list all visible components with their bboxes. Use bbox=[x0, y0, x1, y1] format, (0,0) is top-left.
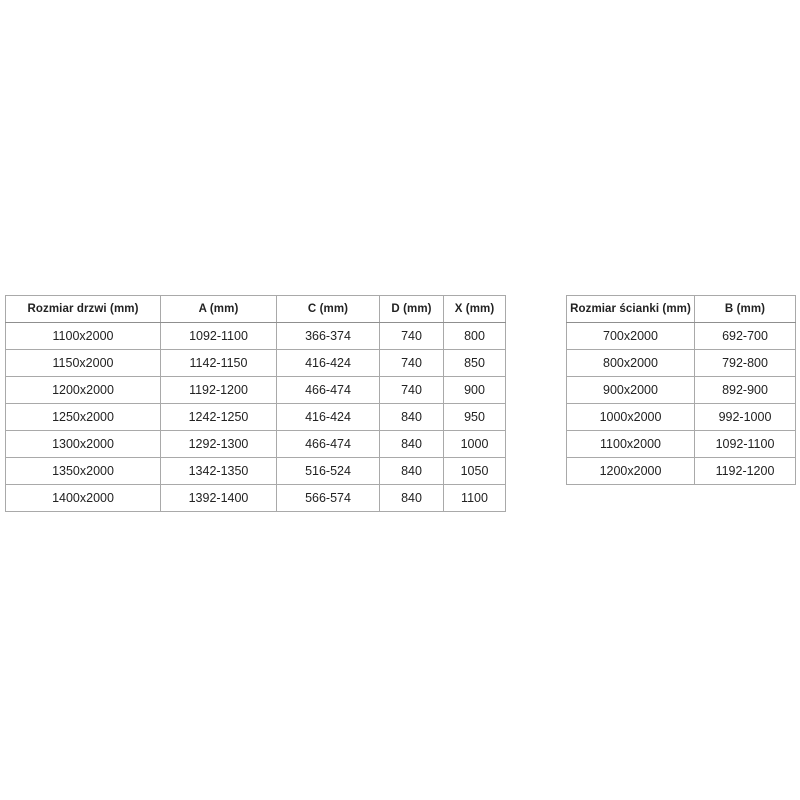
cell-wall-size: 700x2000 bbox=[566, 322, 695, 350]
door-table-header: Rozmiar drzwi (mm) A (mm) C (mm) D (mm) … bbox=[5, 295, 506, 323]
cell-door-size: 1150x2000 bbox=[5, 349, 161, 377]
cell-c: 516-524 bbox=[276, 457, 380, 485]
cell-door-size: 1100x2000 bbox=[5, 322, 161, 350]
cell-door-size: 1350x2000 bbox=[5, 457, 161, 485]
cell-a: 1342-1350 bbox=[160, 457, 277, 485]
cell-b: 692-700 bbox=[694, 322, 796, 350]
cell-b: 1092-1100 bbox=[694, 430, 796, 458]
column-header-d: D (mm) bbox=[379, 295, 444, 323]
door-size-specification-table: Rozmiar drzwi (mm) A (mm) C (mm) D (mm) … bbox=[5, 295, 506, 512]
cell-wall-size: 1100x2000 bbox=[566, 430, 695, 458]
cell-b: 992-1000 bbox=[694, 403, 796, 431]
cell-a: 1292-1300 bbox=[160, 430, 277, 458]
cell-x: 1000 bbox=[443, 430, 506, 458]
column-header-c: C (mm) bbox=[276, 295, 380, 323]
table-row: 1200x2000 1192-1200 bbox=[566, 457, 796, 485]
cell-door-size: 1300x2000 bbox=[5, 430, 161, 458]
cell-d: 840 bbox=[379, 403, 444, 431]
cell-wall-size: 1200x2000 bbox=[566, 457, 695, 485]
cell-c: 466-474 bbox=[276, 376, 380, 404]
cell-x: 1100 bbox=[443, 484, 506, 512]
table-row: 700x2000 692-700 bbox=[566, 322, 796, 350]
cell-a: 1142-1150 bbox=[160, 349, 277, 377]
column-header-door-size: Rozmiar drzwi (mm) bbox=[5, 295, 161, 323]
cell-door-size: 1250x2000 bbox=[5, 403, 161, 431]
cell-c: 366-374 bbox=[276, 322, 380, 350]
cell-wall-size: 1000x2000 bbox=[566, 403, 695, 431]
cell-wall-size: 900x2000 bbox=[566, 376, 695, 404]
cell-c: 566-574 bbox=[276, 484, 380, 512]
cell-a: 1392-1400 bbox=[160, 484, 277, 512]
cell-door-size: 1400x2000 bbox=[5, 484, 161, 512]
cell-d: 740 bbox=[379, 322, 444, 350]
cell-c: 416-424 bbox=[276, 349, 380, 377]
cell-a: 1192-1200 bbox=[160, 376, 277, 404]
table-header-row: Rozmiar ścianki (mm) B (mm) bbox=[566, 295, 796, 323]
cell-d: 840 bbox=[379, 430, 444, 458]
cell-c: 466-474 bbox=[276, 430, 380, 458]
table-row: 1200x2000 1192-1200 466-474 740 900 bbox=[5, 376, 506, 404]
table-row: 1250x2000 1242-1250 416-424 840 950 bbox=[5, 403, 506, 431]
table-row: 1100x2000 1092-1100 366-374 740 800 bbox=[5, 322, 506, 350]
table-row: 1350x2000 1342-1350 516-524 840 1050 bbox=[5, 457, 506, 485]
table-row: 900x2000 892-900 bbox=[566, 376, 796, 404]
cell-d: 840 bbox=[379, 457, 444, 485]
cell-door-size: 1200x2000 bbox=[5, 376, 161, 404]
wall-table-header: Rozmiar ścianki (mm) B (mm) bbox=[566, 295, 796, 323]
table-header-row: Rozmiar drzwi (mm) A (mm) C (mm) D (mm) … bbox=[5, 295, 506, 323]
cell-wall-size: 800x2000 bbox=[566, 349, 695, 377]
column-header-wall-size: Rozmiar ścianki (mm) bbox=[566, 295, 695, 323]
cell-c: 416-424 bbox=[276, 403, 380, 431]
table-row: 1150x2000 1142-1150 416-424 740 850 bbox=[5, 349, 506, 377]
column-header-x: X (mm) bbox=[443, 295, 506, 323]
cell-x: 900 bbox=[443, 376, 506, 404]
cell-d: 840 bbox=[379, 484, 444, 512]
table-row: 1400x2000 1392-1400 566-574 840 1100 bbox=[5, 484, 506, 512]
cell-b: 792-800 bbox=[694, 349, 796, 377]
cell-b: 1192-1200 bbox=[694, 457, 796, 485]
cell-x: 950 bbox=[443, 403, 506, 431]
column-header-b: B (mm) bbox=[694, 295, 796, 323]
cell-d: 740 bbox=[379, 349, 444, 377]
cell-x: 1050 bbox=[443, 457, 506, 485]
table-row: 1100x2000 1092-1100 bbox=[566, 430, 796, 458]
column-header-a: A (mm) bbox=[160, 295, 277, 323]
cell-x: 800 bbox=[443, 322, 506, 350]
table-row: 800x2000 792-800 bbox=[566, 349, 796, 377]
table-row: 1300x2000 1292-1300 466-474 840 1000 bbox=[5, 430, 506, 458]
cell-d: 740 bbox=[379, 376, 444, 404]
table-row: 1000x2000 992-1000 bbox=[566, 403, 796, 431]
cell-a: 1242-1250 bbox=[160, 403, 277, 431]
door-table-body: 1100x2000 1092-1100 366-374 740 800 1150… bbox=[5, 322, 506, 512]
cell-a: 1092-1100 bbox=[160, 322, 277, 350]
wall-table-body: 700x2000 692-700 800x2000 792-800 900x20… bbox=[566, 322, 796, 485]
cell-b: 892-900 bbox=[694, 376, 796, 404]
cell-x: 850 bbox=[443, 349, 506, 377]
wall-panel-size-specification-table: Rozmiar ścianki (mm) B (mm) 700x2000 692… bbox=[566, 295, 796, 485]
